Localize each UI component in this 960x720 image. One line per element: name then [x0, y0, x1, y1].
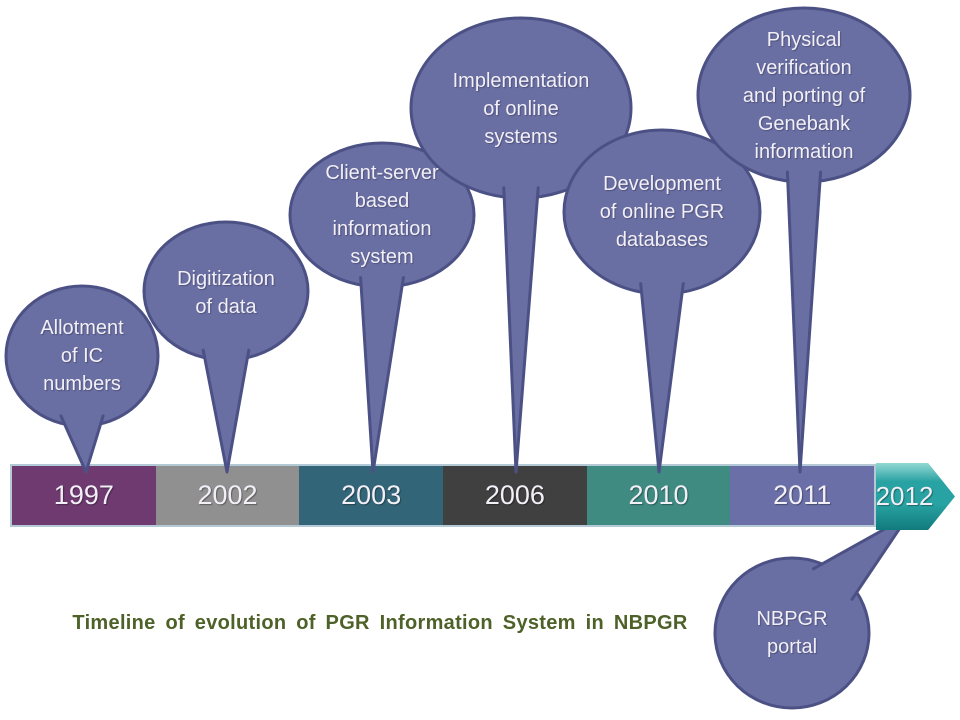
development-bubble-label: Development of online PGR databases — [599, 173, 725, 251]
timeline-segments: 1997 2002 2003 2006 2010 2011 — [12, 466, 875, 525]
year-label-2002: 2002 — [197, 480, 258, 510]
year-label-2003: 2003 — [341, 480, 402, 510]
allotment-bubble-tail — [59, 414, 105, 474]
client-server-bubble-label: Client-server based information system — [325, 162, 439, 268]
callout-digitization — [142, 220, 310, 474]
nbpgr-portal-bubble — [713, 556, 871, 710]
callout-implementation — [409, 16, 633, 474]
nbpgr-portal-bubble-label: NBPGR portal — [756, 608, 828, 658]
timeline-segment-1997: 1997 — [12, 466, 156, 525]
callout-nbpgr-portal — [713, 514, 910, 710]
allotment-bubble-label: Allotment of IC numbers — [40, 317, 124, 395]
year-label-1997: 1997 — [53, 480, 114, 510]
year-label-2012: 2012 — [875, 481, 934, 511]
timeline-segment-2003: 2003 — [299, 466, 444, 525]
callout-client-server — [288, 141, 476, 474]
timeline-segment-2002: 2002 — [155, 466, 300, 525]
implementation-bubble-tail — [502, 186, 540, 474]
digitization-bubble-label: Digitization of data — [177, 268, 275, 318]
development-bubble-tail — [639, 282, 685, 474]
callout-allotment — [4, 284, 160, 474]
implementation-bubble-label: Implementation of online systems — [452, 70, 590, 148]
year-label-2010: 2010 — [628, 480, 689, 510]
callout-development — [562, 128, 762, 474]
year-label-2006: 2006 — [484, 480, 545, 510]
physical-verification-bubble-label: Physical verification and porting of Gen… — [742, 29, 866, 163]
timeline-bar: 1997 2002 2003 2006 2010 2011 — [10, 464, 876, 527]
timeline-segment-2010: 2010 — [586, 466, 731, 525]
client-server-bubble-tail — [359, 276, 405, 474]
slide-title: Timeline of evolution of PGR Information… — [72, 612, 688, 634]
timeline-segment-2006: 2006 — [443, 466, 587, 525]
year-label-2011: 2011 — [773, 480, 832, 510]
timeline-segment-2011: 2011 — [730, 466, 875, 525]
callout-physical-verification — [696, 6, 912, 474]
digitization-bubble-tail — [201, 348, 251, 474]
physical-verification-bubble-tail — [785, 170, 823, 474]
